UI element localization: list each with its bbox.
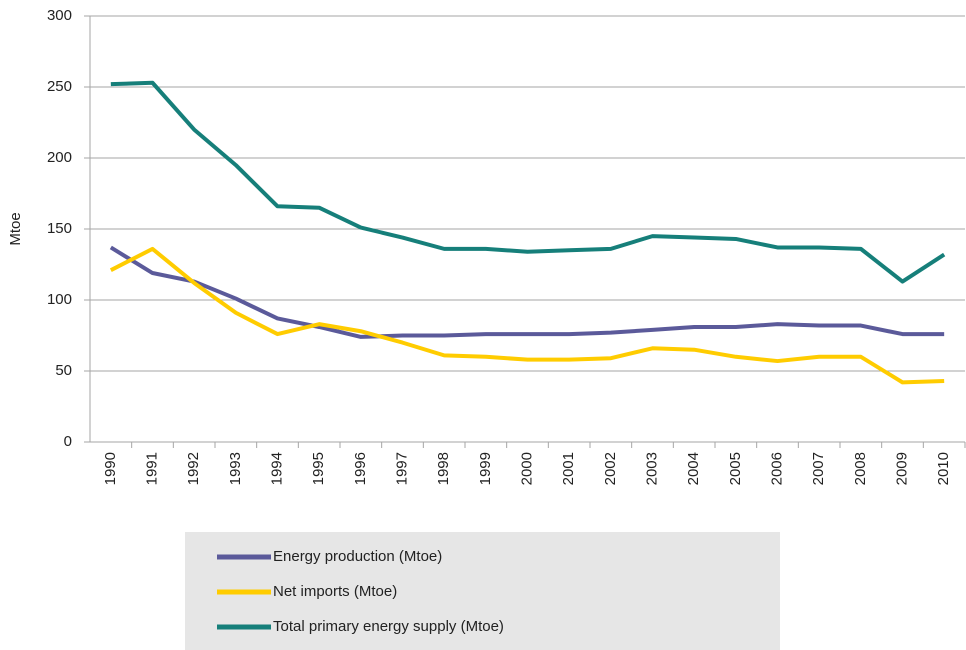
x-tick-label: 2007: [810, 452, 827, 485]
y-tick-label: 150: [47, 220, 72, 237]
x-tick-label: 1992: [185, 452, 202, 485]
series-line: [109, 246, 945, 385]
y-tick-label: 100: [47, 291, 72, 308]
y-tick-label: 300: [47, 7, 72, 24]
series-line: [109, 245, 945, 339]
x-tick-label: 1997: [393, 452, 410, 485]
x-tick-label: 2004: [685, 452, 702, 485]
y-tick-label: 250: [47, 78, 72, 95]
x-tick-label: 1995: [310, 452, 327, 485]
y-tick-label: 200: [47, 149, 72, 166]
x-tick-label: 2006: [768, 452, 785, 485]
y-tick-label: 50: [55, 362, 72, 379]
x-tick-label: 1993: [227, 452, 244, 485]
x-tick-label: 2003: [643, 452, 660, 485]
series-line: [110, 80, 946, 284]
x-tick-label: 2002: [602, 452, 619, 485]
legend-box: [185, 532, 780, 650]
legend-label: Net imports (Mtoe): [273, 583, 397, 600]
x-tick-label: 2005: [727, 452, 744, 485]
x-tick-label: 2001: [560, 452, 577, 485]
x-tick-label: 2008: [852, 452, 869, 485]
x-tick-label: 1990: [102, 452, 119, 485]
y-axis-label: Mtoe: [7, 212, 24, 245]
x-tick-label: 2000: [518, 452, 535, 485]
x-tick-label: 1991: [143, 452, 160, 485]
x-tick-label: 1994: [268, 452, 285, 485]
x-tick-label: 2010: [935, 452, 952, 485]
legend-label: Energy production (Mtoe): [273, 548, 442, 565]
x-tick-label: 1998: [435, 452, 452, 485]
y-tick-label: 0: [64, 433, 72, 450]
x-tick-label: 2009: [893, 452, 910, 485]
x-tick-label: 1996: [352, 452, 369, 485]
x-tick-label: 1999: [477, 452, 494, 485]
legend-label: Total primary energy supply (Mtoe): [273, 618, 504, 635]
